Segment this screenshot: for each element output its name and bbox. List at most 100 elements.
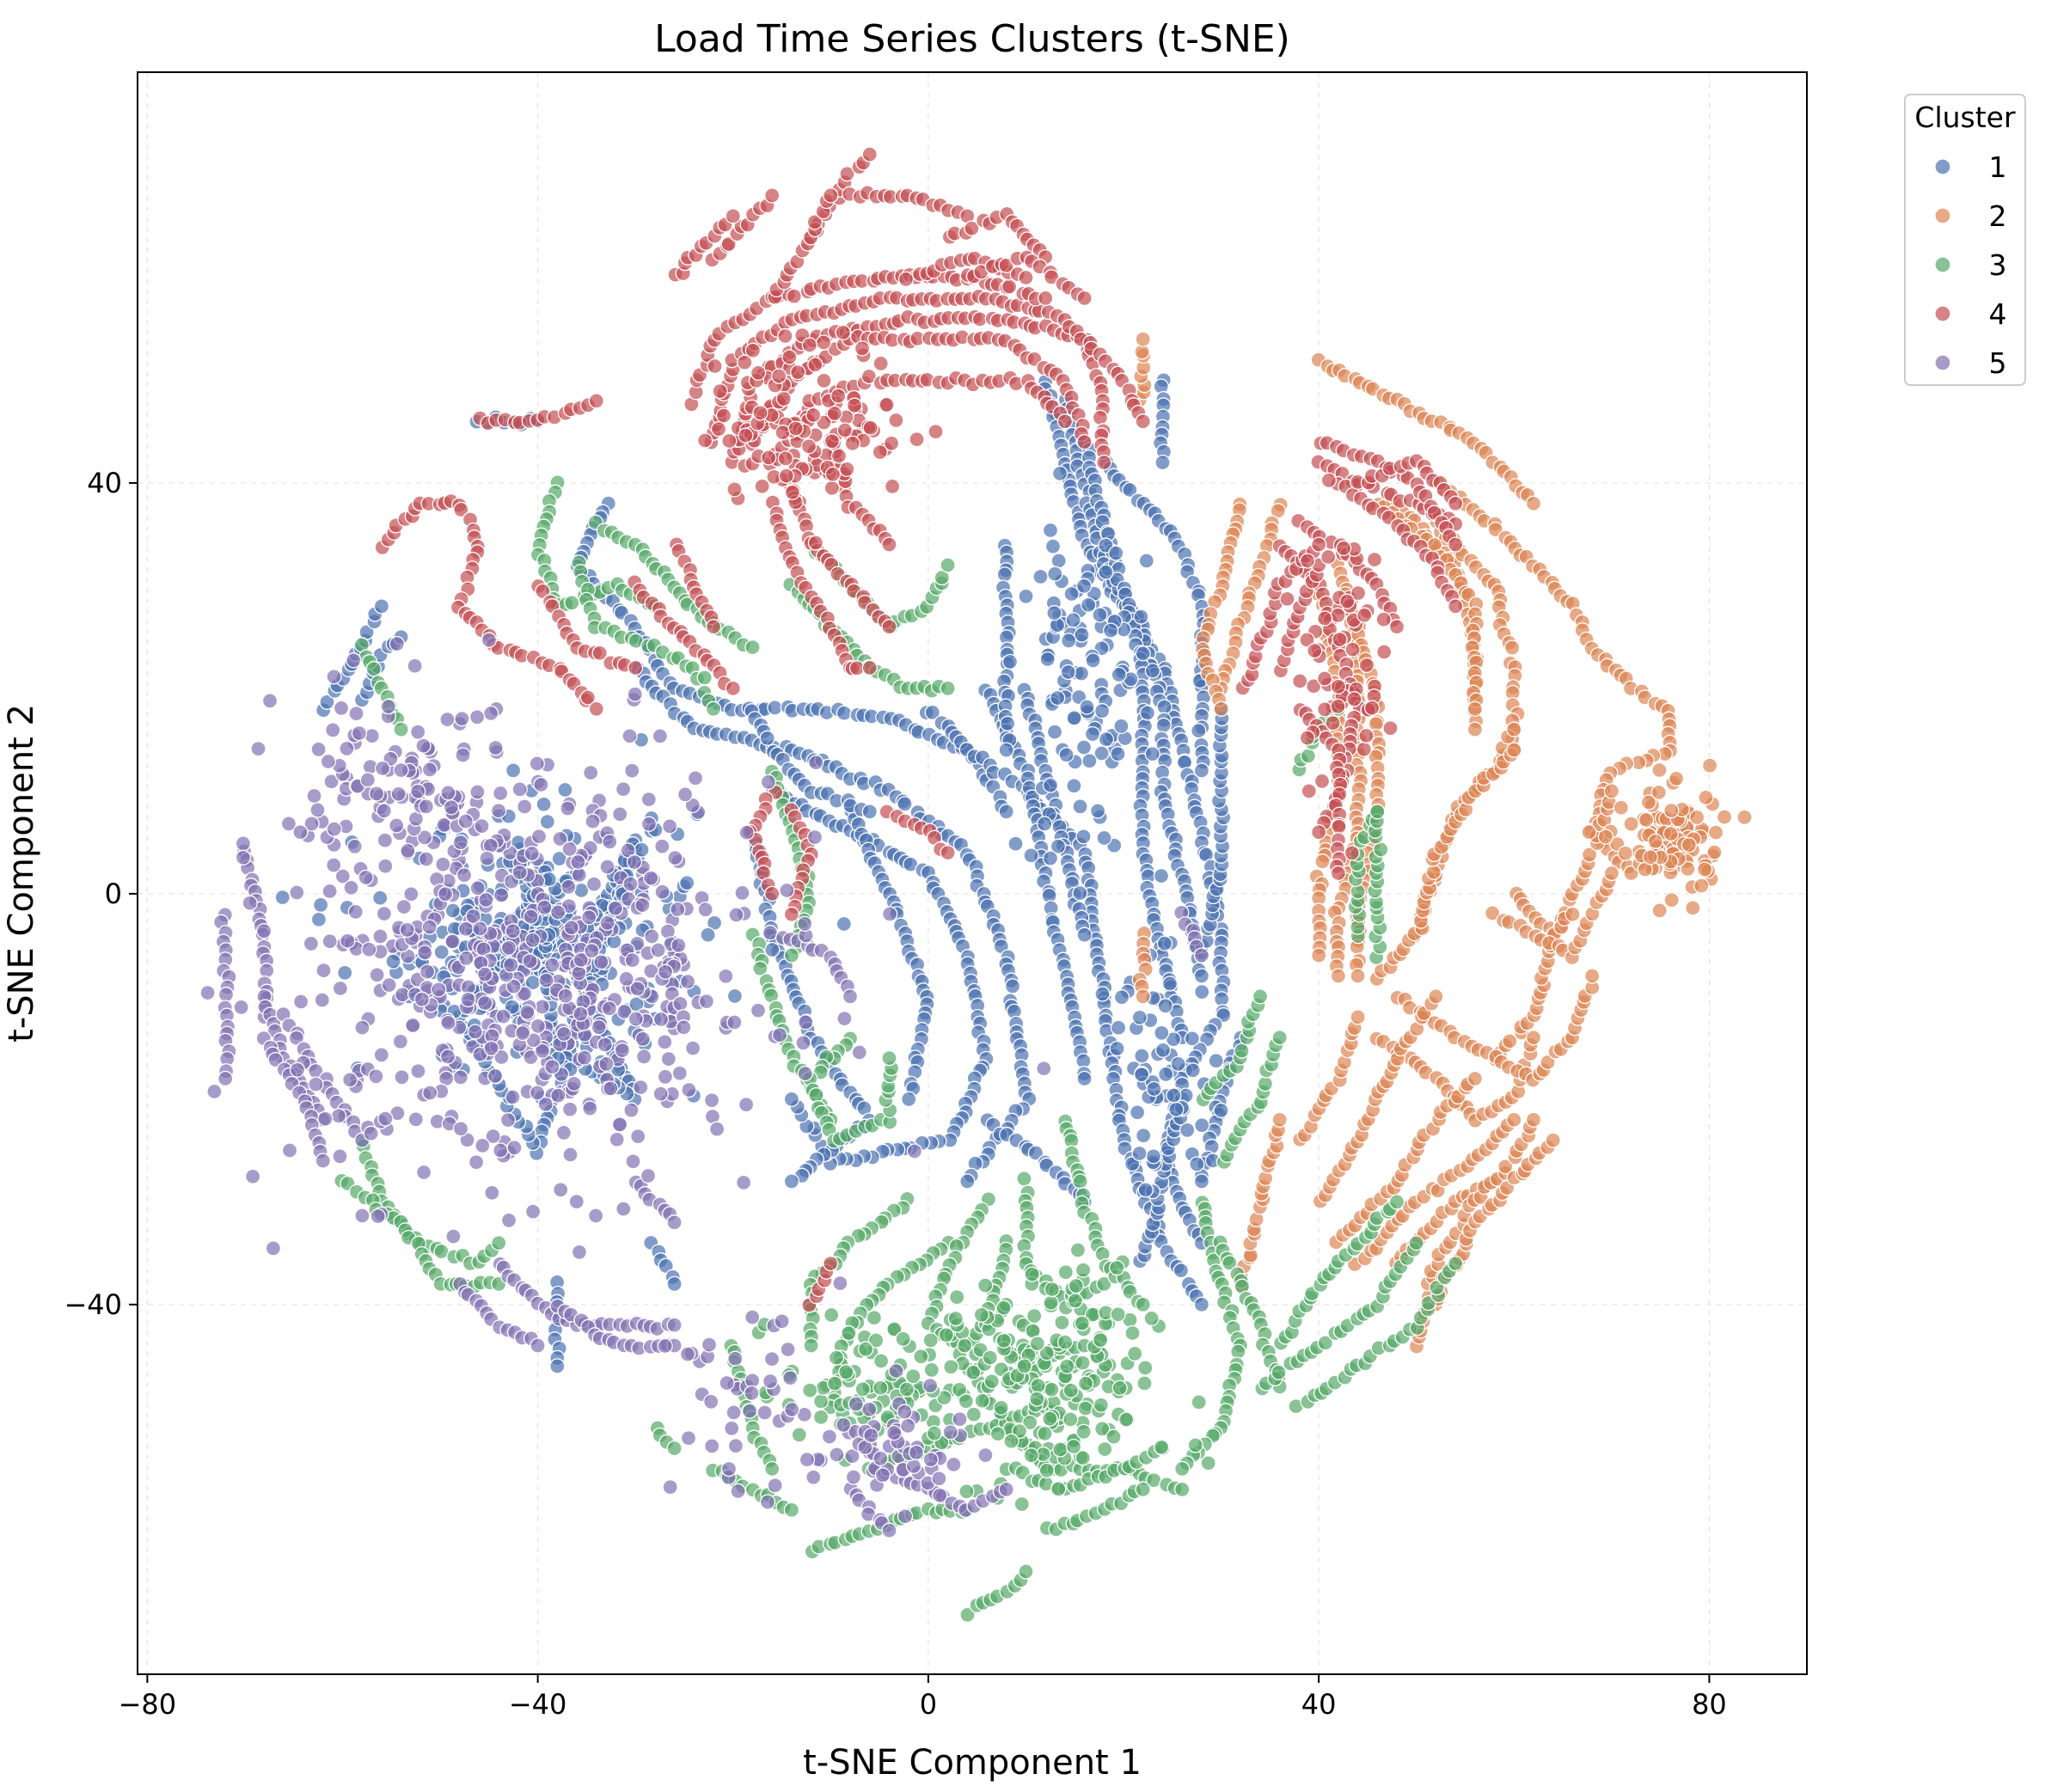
data-point [1156, 699, 1173, 715]
data-point [435, 856, 451, 872]
data-point [1663, 892, 1680, 908]
data-point [522, 953, 538, 969]
data-point [995, 1300, 1012, 1316]
data-point [530, 1337, 546, 1354]
data-point [452, 1069, 468, 1086]
data-point [549, 1358, 566, 1374]
data-point [1161, 976, 1179, 992]
data-point [881, 536, 897, 553]
data-point [1388, 619, 1405, 635]
data-point [1131, 1009, 1148, 1025]
data-point [1325, 715, 1341, 731]
data-point [1093, 1397, 1110, 1413]
data-point [1043, 1294, 1059, 1311]
data-points [199, 146, 1753, 1624]
data-point [1075, 739, 1093, 755]
data-point [1026, 1307, 1043, 1324]
data-point [1257, 1075, 1274, 1092]
data-point [1134, 1048, 1150, 1064]
data-point [775, 425, 791, 441]
data-point [1317, 701, 1333, 718]
data-point [644, 928, 660, 945]
data-point [1096, 829, 1112, 847]
data-point [824, 433, 841, 450]
data-point [1693, 878, 1710, 894]
data-point [803, 1337, 819, 1354]
data-point [1292, 673, 1308, 689]
data-point [1194, 1117, 1210, 1134]
data-point [895, 1330, 911, 1348]
data-point [1135, 1296, 1151, 1312]
data-point [332, 1148, 348, 1165]
data-point [823, 1255, 839, 1272]
data-point [303, 935, 320, 952]
data-point [1466, 1070, 1484, 1087]
data-point [1525, 495, 1542, 511]
data-point [1042, 777, 1059, 793]
data-point [705, 700, 722, 717]
data-point [838, 1364, 854, 1380]
data-point [712, 382, 728, 400]
data-point [1135, 331, 1151, 347]
data-point [1136, 1128, 1152, 1144]
data-point [1110, 1019, 1127, 1036]
data-point [1131, 1145, 1148, 1162]
data-point [602, 834, 618, 850]
data-point [233, 999, 249, 1016]
data-point [824, 480, 840, 496]
data-point [1174, 1460, 1191, 1477]
data-point [1109, 1040, 1125, 1057]
data-point [1016, 1358, 1032, 1374]
data-point [421, 919, 438, 935]
data-point [1047, 566, 1063, 582]
data-point [1234, 1043, 1250, 1059]
data-point [1154, 1042, 1172, 1058]
data-point [1065, 1438, 1082, 1455]
data-point [1023, 847, 1039, 864]
data-point [1076, 434, 1093, 450]
data-point [407, 1111, 424, 1128]
data-point [844, 435, 860, 452]
data-point [1307, 642, 1323, 659]
data-point [1144, 663, 1161, 679]
data-point [1685, 900, 1701, 916]
data-point [715, 407, 732, 424]
data-point [621, 728, 638, 744]
data-point [1688, 809, 1705, 826]
data-point [1320, 548, 1337, 566]
data-point [468, 709, 486, 725]
data-point [312, 896, 329, 914]
data-point [909, 431, 925, 448]
data-point [536, 796, 552, 812]
data-point [1067, 1293, 1084, 1309]
data-point [259, 963, 275, 979]
data-point [947, 1310, 964, 1327]
data-point [923, 1361, 940, 1379]
data-point [1051, 465, 1068, 482]
data-point [738, 1097, 755, 1113]
data-point [321, 883, 338, 900]
data-point [1701, 757, 1718, 774]
data-point [940, 844, 956, 861]
data-point [1062, 1411, 1079, 1428]
data-point [1069, 1242, 1087, 1258]
data-point [862, 419, 879, 436]
data-point [1356, 607, 1373, 623]
data-point [1007, 835, 1024, 852]
data-point [1184, 1031, 1201, 1047]
data-point [805, 407, 822, 424]
data-point [1506, 721, 1522, 737]
data-point [783, 1501, 800, 1518]
data-point [798, 1014, 814, 1031]
data-point [505, 762, 522, 779]
data-point [1200, 1455, 1216, 1471]
data-point [1382, 720, 1399, 737]
data-point [666, 1275, 683, 1293]
data-point [1335, 540, 1352, 557]
data-point [1137, 1360, 1154, 1376]
data-point [808, 755, 824, 771]
data-point [1044, 538, 1062, 554]
data-point [861, 659, 878, 676]
data-point [795, 1035, 811, 1051]
data-point [922, 1332, 939, 1349]
